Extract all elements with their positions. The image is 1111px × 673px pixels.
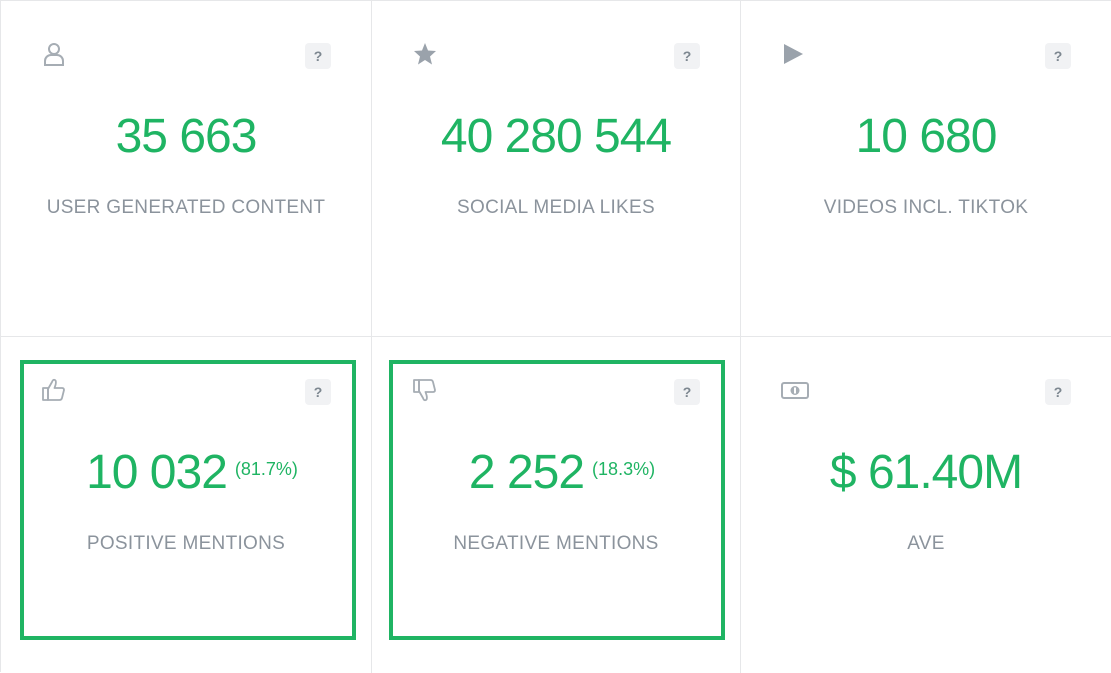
metric-label: SOCIAL MEDIA LIKES	[457, 197, 655, 218]
help-button[interactable]: ?	[674, 43, 700, 69]
metric-card-positive-mentions: ? 10 032 (81.7%) POSITIVE MENTIONS	[1, 337, 371, 672]
metric-value: $ 61.40M	[829, 446, 1023, 499]
help-button[interactable]: ?	[305, 379, 331, 405]
metric-value: 10 032 (81.7%)	[86, 446, 298, 499]
metric-card-social-media-likes: ? 40 280 544 SOCIAL MEDIA LIKES	[372, 1, 740, 336]
row-divider	[1, 336, 1111, 337]
column-divider	[740, 1, 741, 673]
metric-value: 35 663	[115, 110, 258, 163]
play-icon	[781, 41, 807, 67]
money-icon	[781, 377, 809, 403]
help-button[interactable]: ?	[1045, 43, 1071, 69]
thumbs-down-icon	[412, 377, 438, 403]
metric-card-videos: ? 10 680 VIDEOS INCL. TIKTOK	[741, 1, 1111, 336]
help-button[interactable]: ?	[1045, 379, 1071, 405]
metric-value: 2 252 (18.3%)	[468, 446, 656, 499]
column-divider	[371, 1, 372, 673]
metric-label: USER GENERATED CONTENT	[46, 197, 326, 218]
help-button[interactable]: ?	[674, 379, 700, 405]
metric-value: 40 280 544	[440, 110, 672, 163]
metric-value: 10 680	[855, 110, 998, 163]
help-button[interactable]: ?	[305, 43, 331, 69]
metric-percent: (18.3%)	[592, 459, 656, 479]
metric-percent: (81.7%)	[234, 459, 298, 479]
metric-card-negative-mentions: ? 2 252 (18.3%) NEGATIVE MENTIONS	[372, 337, 740, 672]
star-icon	[412, 41, 438, 67]
metric-label: NEGATIVE MENTIONS	[453, 533, 659, 554]
thumbs-up-icon	[41, 377, 67, 403]
user-icon	[41, 41, 67, 67]
metric-card-ave: ? $ 61.40M AVE	[741, 337, 1111, 672]
metric-label: AVE	[907, 533, 945, 554]
metric-label: POSITIVE MENTIONS	[86, 533, 286, 554]
metric-card-user-generated-content: ? 35 663 USER GENERATED CONTENT	[1, 1, 371, 336]
metric-label: VIDEOS INCL. TIKTOK	[823, 197, 1029, 218]
